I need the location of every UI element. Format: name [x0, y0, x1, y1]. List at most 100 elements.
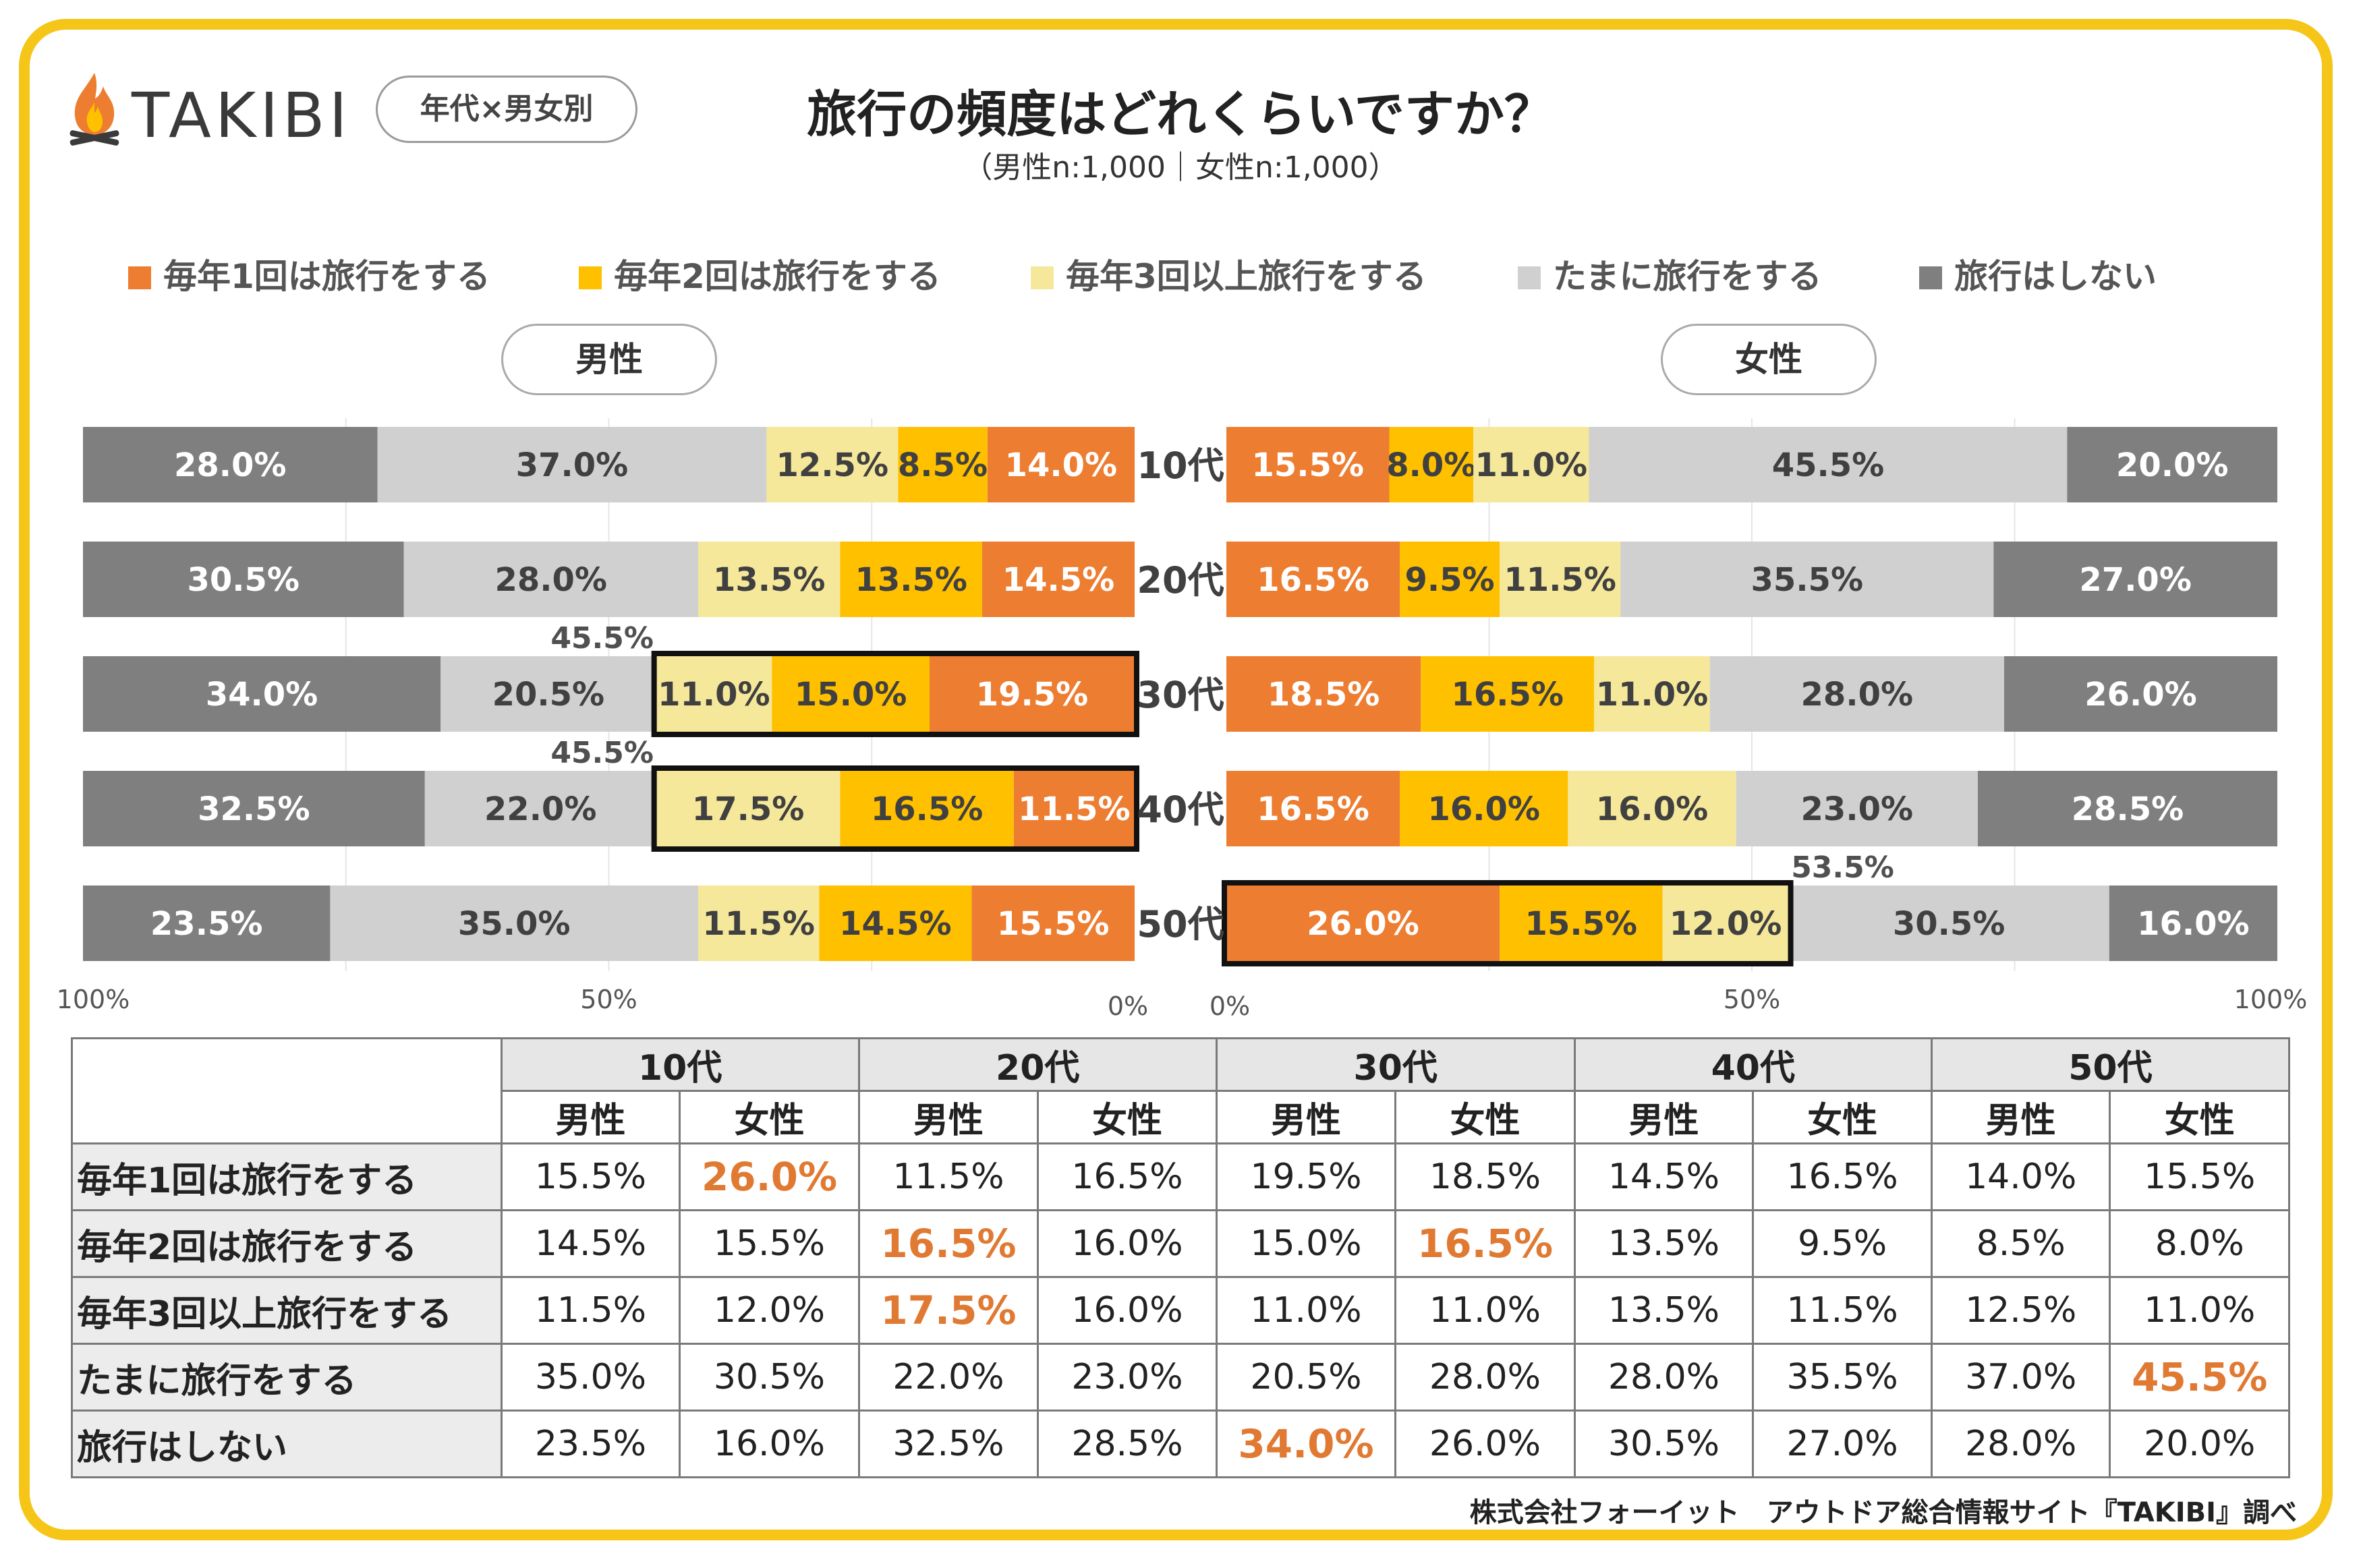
- table-cell: 13.5%: [1573, 1276, 1755, 1345]
- axis-tick-label: 100%: [57, 985, 130, 1014]
- table-cell: 28.0%: [1394, 1343, 1576, 1412]
- table-group-header: 40代: [1573, 1037, 1933, 1092]
- bar-segment: [840, 771, 1014, 846]
- category-label: 50代: [1137, 903, 1224, 946]
- bar-segment: [1500, 885, 1663, 961]
- table-cell: 16.0%: [1037, 1209, 1218, 1278]
- campfire-icon: [69, 73, 119, 146]
- legend-label: 毎年2回は旅行をする: [614, 257, 941, 296]
- takibi-logo: TAKIBI: [64, 67, 354, 155]
- legend-swatch: [579, 266, 602, 289]
- table-cell: 35.0%: [500, 1343, 681, 1412]
- legend-label: 旅行はしない: [1954, 257, 2157, 296]
- bar-value-label: 23.5%: [150, 905, 263, 943]
- bar-segment: [698, 542, 841, 617]
- table-cell: 16.5%: [857, 1209, 1040, 1278]
- highlight-total-label: 45.5%: [550, 736, 654, 770]
- bar-segment: [656, 771, 841, 846]
- page-frame: [19, 19, 2333, 1540]
- bar-segment: [377, 427, 767, 502]
- table-cell: 20.5%: [1215, 1343, 1397, 1412]
- table-row: 毎年3回以上旅行をする 11.5% 12.0% 17.5% 16.0% 11.0% 11.0…: [71, 1276, 2290, 1345]
- table-row-label: たまに旅行をする: [71, 1343, 503, 1412]
- bar-segment: [971, 885, 1135, 961]
- table-row-label: 毎年2回は旅行をする: [71, 1209, 503, 1278]
- table-cell: 12.0%: [679, 1276, 860, 1345]
- category-label: 40代: [1137, 788, 1224, 831]
- bar-segment: [898, 427, 988, 502]
- table-sub-header: 男性: [1215, 1090, 1397, 1144]
- legend-item: 旅行はしない: [1919, 253, 2157, 300]
- bar-segment: [1013, 771, 1135, 846]
- bar-value-label: 35.0%: [458, 905, 571, 943]
- table-cell: 30.5%: [679, 1343, 860, 1412]
- bar-value-label: 16.0%: [2137, 905, 2250, 943]
- bar-value-label: 19.5%: [976, 676, 1089, 714]
- legend-swatch: [128, 266, 151, 289]
- table-cell: 16.0%: [679, 1410, 860, 1478]
- table-corner-cell: [71, 1037, 503, 1144]
- table-cell: 13.5%: [1573, 1209, 1755, 1278]
- bar-value-label: 14.0%: [1005, 446, 1118, 484]
- legend-item: 毎年1回は旅行をする: [128, 253, 490, 300]
- bar-value-label: 17.5%: [692, 790, 805, 828]
- table-group-header: 50代: [1930, 1037, 2291, 1092]
- table-row: 旅行はしない 23.5% 16.0% 32.5% 28.5% 34.0% 26.0% 30.5…: [71, 1410, 2290, 1478]
- highlight-total-label: 45.5%: [550, 621, 654, 656]
- table-cell: 26.0%: [1394, 1410, 1576, 1478]
- table-cell: 26.0%: [679, 1142, 860, 1211]
- bar-value-label: 32.5%: [198, 790, 310, 828]
- axis-tick-label: 50%: [580, 985, 637, 1014]
- bar-segment: [1473, 427, 1589, 502]
- bar-value-label: 15.5%: [1525, 905, 1638, 943]
- bar-segment: [1977, 771, 2277, 846]
- bar-value-label: 22.0%: [484, 790, 597, 828]
- bar-segment: [1993, 542, 2277, 617]
- table-cell: 32.5%: [857, 1410, 1040, 1478]
- table-group-header: 20代: [857, 1037, 1218, 1092]
- page-title: 旅行の頻度はどれくらいですか？: [807, 86, 1554, 144]
- bar-segment: [403, 542, 699, 617]
- table-cell: 16.0%: [1037, 1276, 1218, 1345]
- bar-segment: [1226, 427, 1390, 502]
- bar-value-label: 16.0%: [1427, 790, 1540, 828]
- bar-value-label: 16.5%: [1257, 790, 1369, 828]
- bar-value-label: 12.0%: [1670, 905, 1782, 943]
- data-table: 10代 20代 30代 40代 50代 男性 女性 男性 女性 男性 女性 男性 女性 男性 女性…: [71, 1037, 2291, 1478]
- bar-segment: [83, 542, 404, 617]
- legend-label: 毎年1回は旅行をする: [163, 257, 490, 296]
- table-cell: 16.5%: [1037, 1142, 1218, 1211]
- bar-value-label: 26.0%: [1307, 905, 1419, 943]
- bar-value-label: 15.5%: [1251, 446, 1364, 484]
- bar-segment: [1226, 542, 1400, 617]
- logo-wordmark: TAKIBI: [132, 80, 351, 152]
- table-cell: 23.5%: [500, 1410, 681, 1478]
- table-cell: 11.0%: [2109, 1276, 2290, 1345]
- table-row: 毎年2回は旅行をする 14.5% 15.5% 16.5% 16.0% 15.0% 16.5%…: [71, 1209, 2290, 1278]
- table-row-label: 毎年1回は旅行をする: [71, 1142, 503, 1211]
- bar-segment: [1400, 542, 1500, 617]
- table-cell: 20.0%: [2109, 1410, 2290, 1478]
- bar-value-label: 26.0%: [2084, 676, 2197, 714]
- table-row-label: 毎年3回以上旅行をする: [71, 1276, 503, 1345]
- table-cell: 22.0%: [857, 1343, 1040, 1412]
- table-cell: 14.5%: [1573, 1142, 1755, 1211]
- bar-value-label: 16.5%: [871, 790, 984, 828]
- bar-value-label: 8.0%: [1386, 446, 1476, 484]
- table-row: たまに旅行をする 35.0% 30.5% 22.0% 23.0% 20.5% 28.0% 28…: [71, 1343, 2290, 1412]
- bar-segment: [1400, 771, 1568, 846]
- bar-segment: [1568, 771, 1736, 846]
- source-credit: 株式会社フォーイット アウトドア総合情報サイト『TAKIBI』調べ: [1469, 1497, 2297, 1528]
- table-group-header-row: 10代 20代 30代 40代 50代: [71, 1037, 2291, 1144]
- highlight-box: [1222, 880, 1794, 966]
- bar-segment: [772, 656, 930, 732]
- bar-segment: [929, 656, 1135, 732]
- bar-value-label: 14.5%: [839, 905, 952, 943]
- bar-segment: [766, 427, 899, 502]
- bar-segment: [1226, 656, 1421, 732]
- table-cell: 15.5%: [2109, 1142, 2290, 1211]
- bar-value-label: 30.5%: [187, 561, 300, 599]
- bar-value-label: 20.5%: [492, 676, 605, 714]
- table-cell: 17.5%: [857, 1276, 1040, 1345]
- table-cell: 11.0%: [1394, 1276, 1576, 1345]
